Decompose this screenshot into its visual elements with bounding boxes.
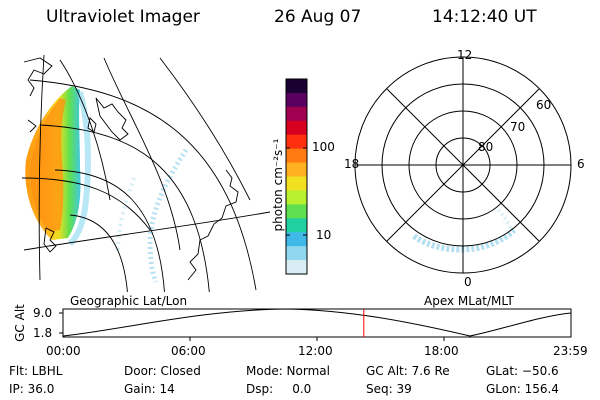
mlat-label-80: 80 bbox=[478, 140, 494, 154]
geographic-caption: Geographic Lat/Lon bbox=[70, 294, 188, 308]
polar-plot bbox=[354, 56, 572, 274]
timeline-xtick-2: 12:00 bbox=[298, 344, 333, 358]
colorbar-tick-100: 100 bbox=[312, 140, 335, 154]
colorbar-band bbox=[286, 204, 307, 219]
status-gain: Gain: 14 bbox=[124, 382, 175, 396]
image-time: 14:12:40 UT bbox=[432, 7, 537, 27]
colorbar-band bbox=[286, 218, 307, 233]
colorbar-band bbox=[286, 176, 307, 192]
mlt-label-12: 12 bbox=[457, 48, 473, 62]
timeline-ytick-top: 9.0 bbox=[33, 306, 53, 320]
altitude-timeline bbox=[59, 308, 572, 341]
image-date: 26 Aug 07 bbox=[274, 7, 362, 27]
status-door: Door: Closed bbox=[124, 364, 201, 378]
status-mode: Mode: Normal bbox=[246, 364, 330, 378]
timeline-xtick-1: 06:00 bbox=[171, 344, 206, 358]
polar-aurora bbox=[412, 227, 517, 253]
colorbar-band bbox=[286, 246, 307, 261]
colorbar bbox=[285, 78, 308, 275]
colorbar-unit-label: photon cm⁻²s⁻¹ bbox=[271, 138, 285, 232]
colorbar-band bbox=[286, 106, 307, 122]
timeline-ytick-bottom: 1.8 bbox=[33, 326, 53, 340]
colorbar-band bbox=[286, 260, 307, 275]
colorbar-band bbox=[286, 148, 307, 164]
status-gc-alt: GC Alt: 7.6 Re bbox=[366, 364, 450, 378]
timeline-ylabel: GC Alt bbox=[13, 304, 27, 342]
timeline-xtick-0: 00:00 bbox=[46, 344, 81, 358]
colorbar-band bbox=[286, 79, 307, 94]
timeline-xtick-3: 18:00 bbox=[424, 344, 459, 358]
diffuse-arc bbox=[147, 148, 189, 283]
colorbar-band bbox=[286, 120, 307, 136]
colorbar-tick-10: 10 bbox=[316, 228, 332, 242]
status-seq: Seq: 39 bbox=[366, 382, 412, 396]
geographic-map bbox=[21, 55, 271, 292]
altitude-curve bbox=[62, 308, 572, 337]
apex-caption: Apex MLat/MLT bbox=[424, 294, 514, 308]
colorbar-band bbox=[286, 162, 307, 178]
colorbar-band bbox=[286, 232, 307, 247]
status-dsp: Dsp: 0.0 bbox=[246, 382, 312, 396]
mlat-label-60: 60 bbox=[536, 98, 552, 112]
status-filter: Flt: LBHL bbox=[9, 364, 63, 378]
colorbar-band bbox=[286, 134, 307, 150]
status-glon: GLon: 156.4 bbox=[486, 382, 559, 396]
mlt-label-0: 0 bbox=[464, 275, 472, 289]
mlt-label-18: 18 bbox=[344, 157, 360, 171]
latitude-grid bbox=[29, 79, 257, 292]
aurora-fringe bbox=[67, 91, 91, 247]
mlt-label-6: 6 bbox=[577, 157, 585, 171]
colorbar-band bbox=[286, 92, 307, 108]
colorbar-band bbox=[286, 190, 307, 205]
status-glat: GLat: −50.6 bbox=[486, 364, 559, 378]
mlat-label-70: 70 bbox=[510, 120, 526, 134]
instrument-title: Ultraviolet Imager bbox=[46, 7, 200, 27]
timeline-xtick-4: 23:59 bbox=[553, 344, 588, 358]
longitude-grid bbox=[21, 55, 271, 281]
status-ip: IP: 36.0 bbox=[9, 382, 55, 396]
coastlines bbox=[23, 57, 239, 281]
